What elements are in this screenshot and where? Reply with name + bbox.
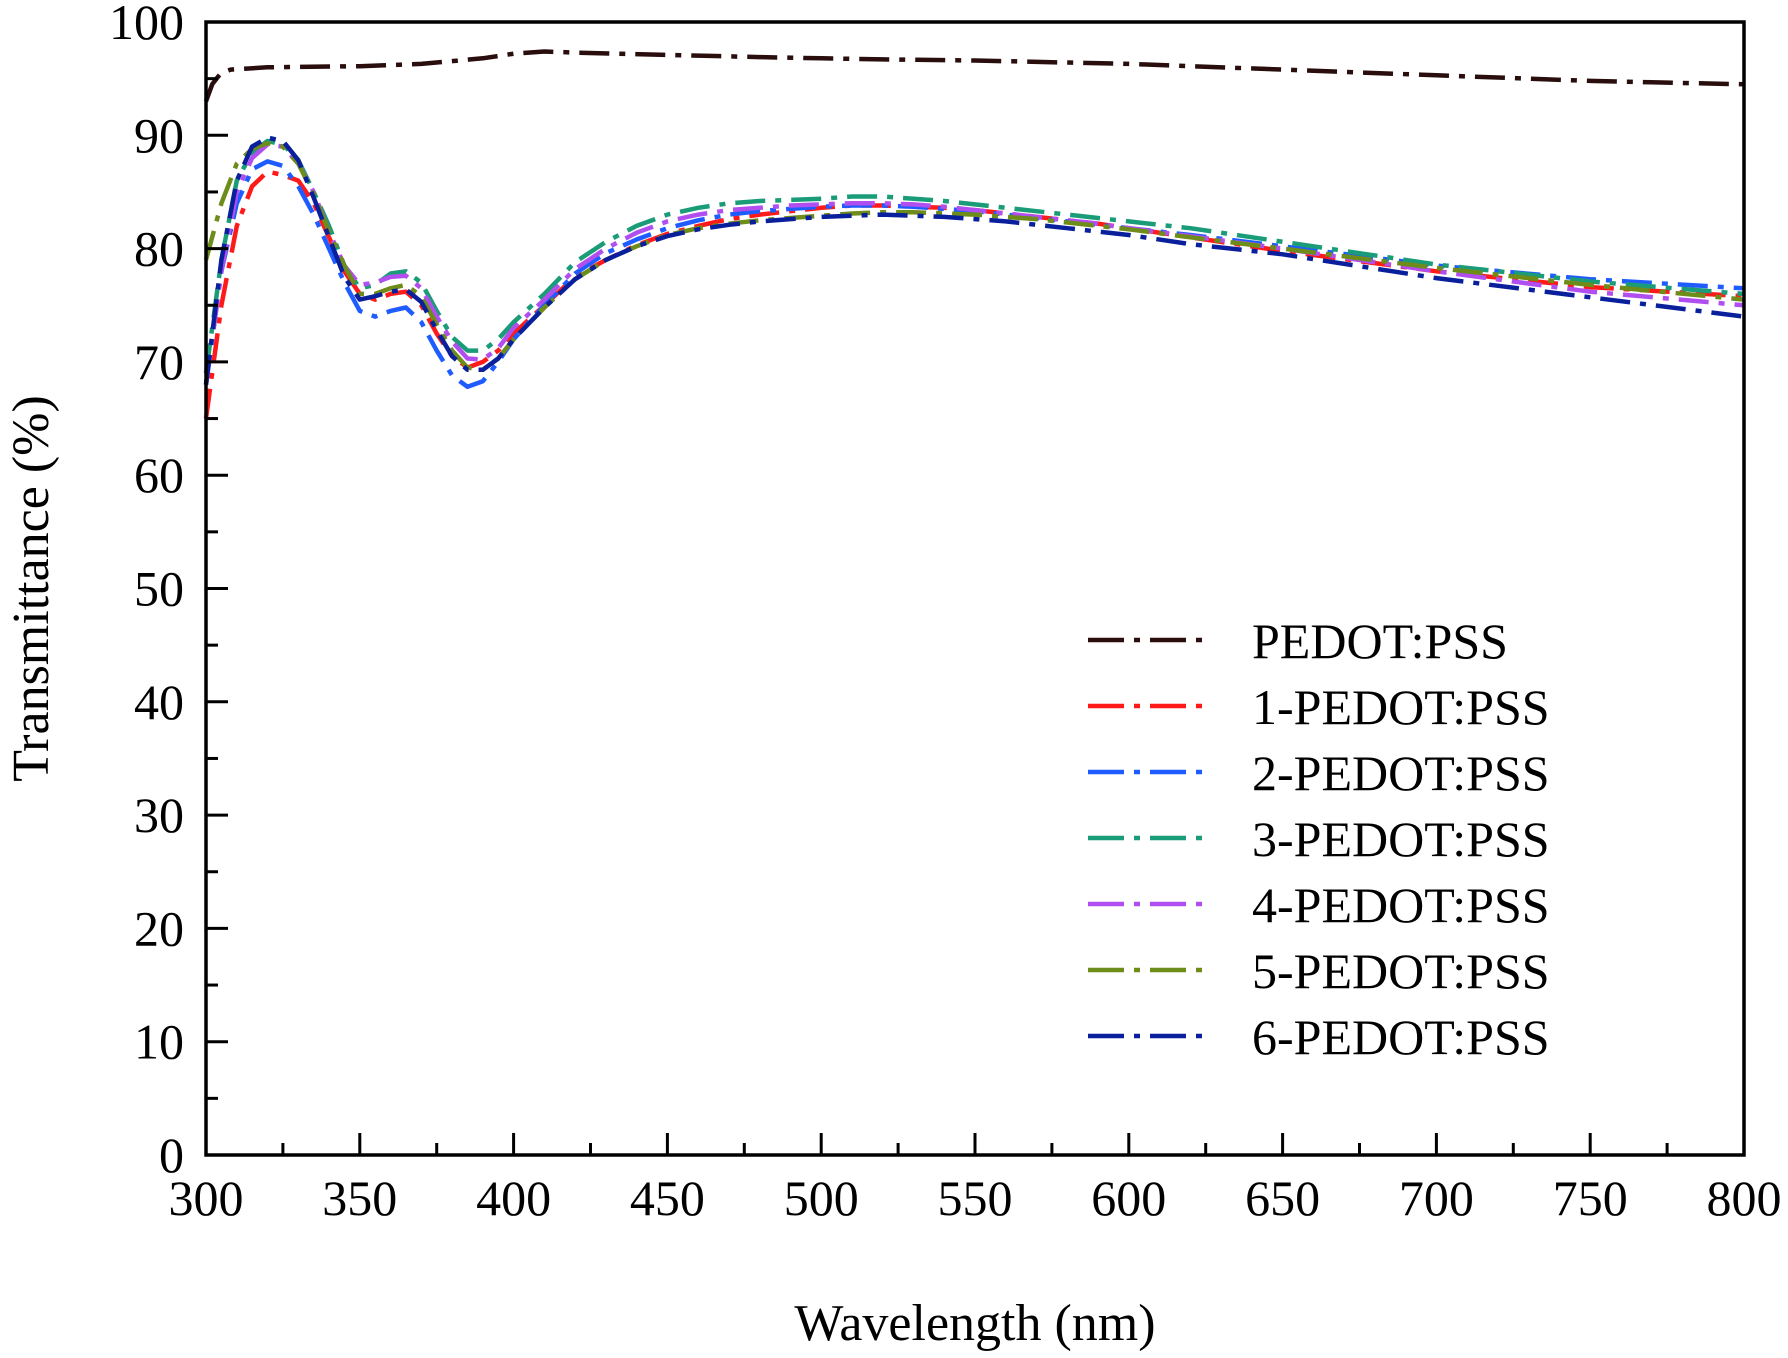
x-tick-label: 300	[169, 1170, 244, 1226]
x-tick-label: 550	[938, 1170, 1013, 1226]
legend-label: 3-PEDOT:PSS	[1252, 811, 1550, 867]
x-axis-title: Wavelength (nm)	[794, 1295, 1155, 1352]
y-tick-label: 70	[134, 334, 184, 390]
legend-label: 2-PEDOT:PSS	[1252, 745, 1550, 801]
legend-label: 4-PEDOT:PSS	[1252, 877, 1550, 933]
x-tick-label: 800	[1707, 1170, 1782, 1226]
x-tick-label: 700	[1399, 1170, 1474, 1226]
x-tick-label: 450	[630, 1170, 705, 1226]
y-tick-label: 90	[134, 107, 184, 163]
x-tick-label: 600	[1091, 1170, 1166, 1226]
plot-frame	[204, 20, 1746, 1157]
axes-layer: 300 350 400 450 500 550 600 650 700 750 800 0 10 20 30…	[109, 0, 1782, 1226]
y-tick-label: 0	[159, 1127, 184, 1183]
y-tick-label: 100	[109, 0, 184, 50]
y-tick-label: 40	[134, 674, 184, 730]
legend-label: 5-PEDOT:PSS	[1252, 943, 1550, 999]
series-line-6-pedot-pss	[203, 135, 1745, 385]
y-tick-label: 30	[134, 787, 184, 843]
legend-label: 6-PEDOT:PSS	[1252, 1009, 1550, 1065]
y-tick-label: 20	[134, 900, 184, 956]
x-tick-label: 350	[322, 1170, 397, 1226]
legend-label: 1-PEDOT:PSS	[1252, 679, 1550, 735]
x-tick-label: 400	[476, 1170, 551, 1226]
legend-label: PEDOT:PSS	[1252, 613, 1508, 669]
x-tick-label: 500	[784, 1170, 859, 1226]
y-tick-label: 10	[134, 1014, 184, 1070]
series-layer	[203, 49, 1745, 419]
y-tick-label: 80	[134, 221, 184, 277]
legend: PEDOT:PSS 1-PEDOT:PSS 2-PEDOT:PSS 3-PEDOT:P…	[1088, 613, 1550, 1065]
x-tick-label: 650	[1245, 1170, 1320, 1226]
y-tick-label: 60	[134, 447, 184, 503]
y-axis-title: Transmittance (%)	[3, 395, 60, 782]
x-tick-label: 750	[1553, 1170, 1628, 1226]
y-tick-label: 50	[134, 561, 184, 617]
series-line-pedot-pss	[203, 49, 1745, 103]
